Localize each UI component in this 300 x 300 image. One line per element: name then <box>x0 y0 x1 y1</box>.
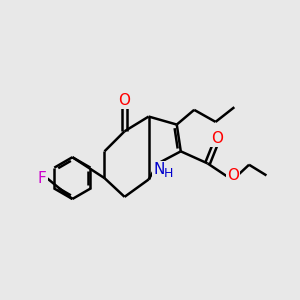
Text: F: F <box>38 171 46 186</box>
Text: N: N <box>154 162 165 177</box>
Text: O: O <box>227 169 239 184</box>
Text: H: H <box>164 167 173 180</box>
Text: O: O <box>211 131 223 146</box>
Text: O: O <box>118 93 130 108</box>
